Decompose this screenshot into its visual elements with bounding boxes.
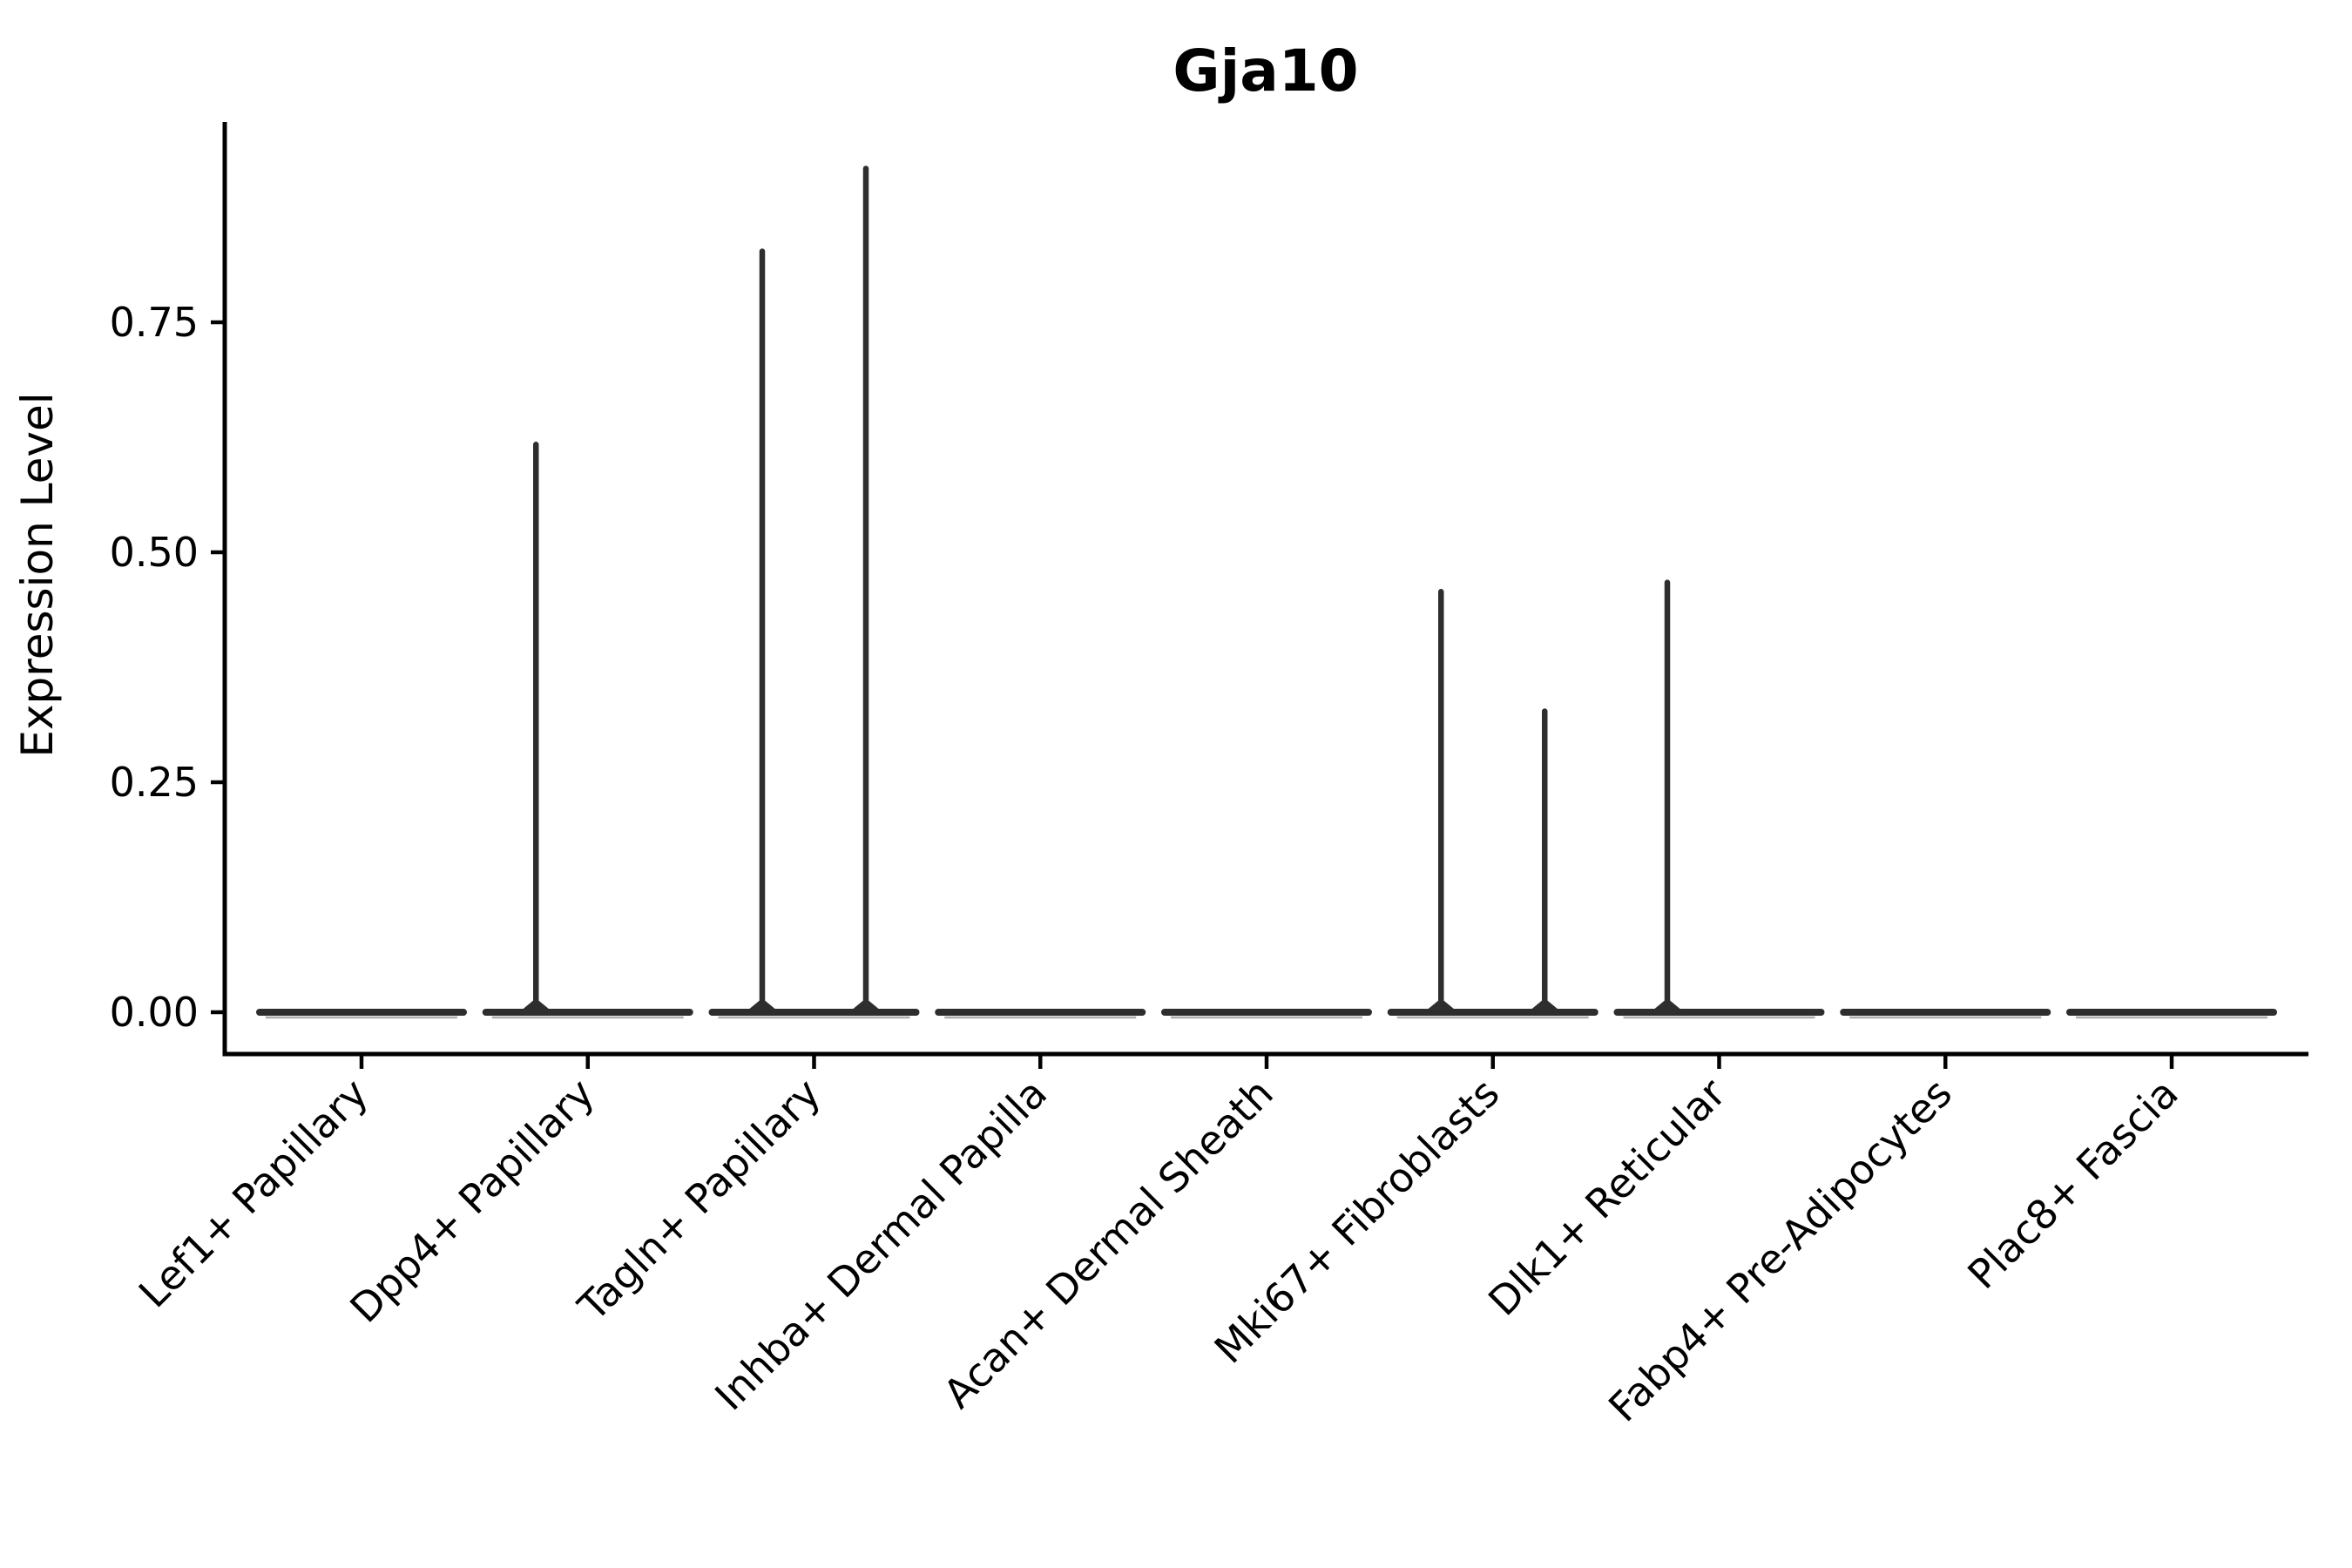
x-tick-label: Plac8+ Fascia <box>1958 1070 2186 1298</box>
x-tick-label: Dlk1+ Reticular <box>1479 1070 1734 1325</box>
x-tick-label: Lef1+ Papillary <box>130 1070 377 1317</box>
y-tick-label: 0.75 <box>110 299 199 346</box>
chart-title: Gja10 <box>1173 37 1358 105</box>
y-tick-label: 0.50 <box>110 529 199 576</box>
x-tick-label: Tagln+ Papillary <box>569 1070 830 1331</box>
y-tick-label: 0.00 <box>110 989 199 1036</box>
x-tick-label: Dpp4+ Papillary <box>341 1070 603 1332</box>
y-tick-label: 0.25 <box>110 759 199 806</box>
y-axis-label: Expression Level <box>12 392 63 757</box>
